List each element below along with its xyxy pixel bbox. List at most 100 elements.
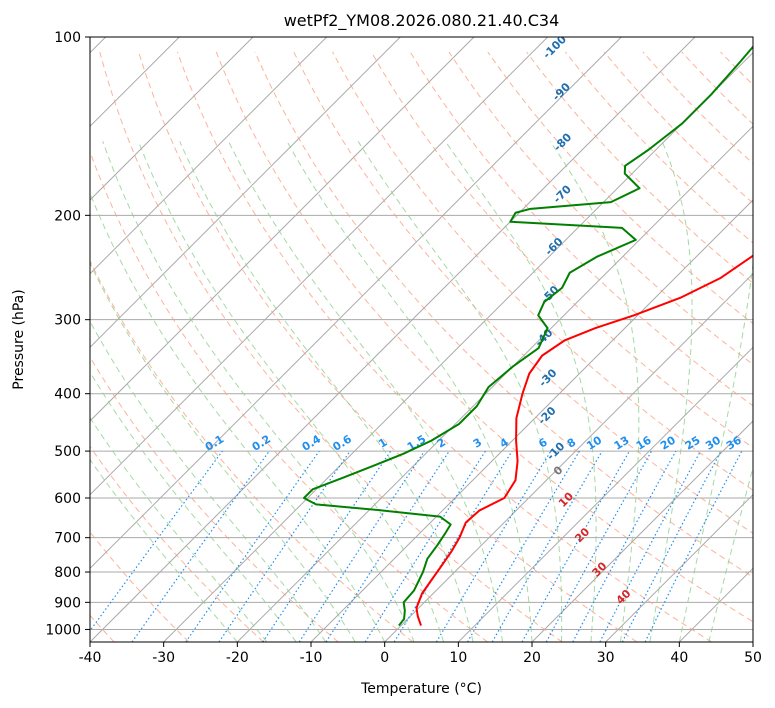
dry-adiabat-line xyxy=(215,51,753,623)
y-axis-title: Pressure (hPa) xyxy=(11,289,27,389)
mixing-ratio-line xyxy=(545,450,653,642)
chart-title: wetPf2_YM08.2026.080.21.40.C34 xyxy=(284,11,560,31)
y-tick-label: 200 xyxy=(54,208,81,224)
dry-adiabat-line xyxy=(370,51,753,449)
moist-adiabat-line xyxy=(90,320,327,642)
mixing-ratio-line xyxy=(325,450,450,642)
dry-adiabat-line xyxy=(642,51,753,165)
wet-bulb-label: -80 xyxy=(551,130,574,153)
mixing-ratio-line xyxy=(262,450,392,642)
mixing-ratio-line xyxy=(364,450,486,642)
dry-adiabat-line xyxy=(90,259,414,642)
mixing-ratio-line xyxy=(572,450,677,642)
dry-adiabat-line xyxy=(759,52,775,642)
mixing-ratio-label: 10 xyxy=(584,433,604,452)
moist-adiabat-line xyxy=(179,141,474,642)
moist-adiabat-line xyxy=(137,141,445,642)
mixing-ratio-line xyxy=(521,450,631,642)
dry-adiabat-line xyxy=(90,150,488,642)
dry-adiabat-line xyxy=(603,51,753,204)
mixing-ratio-label: 6 xyxy=(536,435,550,450)
moist-adiabat-line xyxy=(549,141,640,642)
y-tick-label: 500 xyxy=(54,444,81,460)
background-lines xyxy=(90,37,775,642)
dry-adiabat-line xyxy=(176,51,712,642)
mixing-ratio-line xyxy=(644,450,743,642)
dry-adiabat-line xyxy=(564,51,753,244)
mixing-ratio-label: 4 xyxy=(497,435,511,450)
moist-adiabat-label: 40 xyxy=(614,587,634,607)
moist-adiabat-line xyxy=(228,141,504,642)
moist-adiabat-label: 10 xyxy=(556,490,576,510)
wet-bulb-label: -60 xyxy=(542,235,565,258)
x-tick-label: 40 xyxy=(670,650,688,666)
moist-adiabat-line xyxy=(90,262,356,642)
isotherm-line xyxy=(457,346,753,642)
mixing-ratio-line xyxy=(185,450,320,642)
mixing-ratio-line xyxy=(90,450,223,632)
isotherm-line xyxy=(90,37,622,570)
wet-bulb-label: -50 xyxy=(538,283,561,306)
mixing-ratio-line xyxy=(131,450,270,642)
isotherm-line xyxy=(531,420,753,642)
mixing-ratio-label: 1 xyxy=(376,436,389,451)
moist-adiabat-line xyxy=(90,191,386,642)
moist-adiabat-label: 20 xyxy=(572,525,592,545)
x-tick-label: 0 xyxy=(380,650,389,666)
isotherm-line xyxy=(90,37,401,349)
y-tick-label: 800 xyxy=(54,565,81,581)
x-tick-label: 10 xyxy=(449,650,467,666)
isotherm-line xyxy=(752,641,753,642)
isotherm-line xyxy=(90,37,475,422)
x-tick-label: -40 xyxy=(79,650,102,666)
mixing-ratio-label: 20 xyxy=(658,433,678,452)
isotherm-line xyxy=(90,37,696,642)
dry-adiabat-line xyxy=(681,51,753,125)
mixing-ratio-line xyxy=(218,450,351,642)
dry-adiabat-line xyxy=(99,51,563,642)
isotherm-line xyxy=(90,37,549,496)
dry-adiabat-line xyxy=(90,531,190,642)
isotherm-line xyxy=(678,567,753,642)
moist-adiabat-line xyxy=(649,141,693,642)
x-tick-label: 30 xyxy=(597,650,615,666)
y-tick-label: 600 xyxy=(54,491,81,507)
wet-bulb-label: -70 xyxy=(551,182,574,205)
dry-adiabat-line xyxy=(448,51,753,366)
mixing-ratio-label: 0.4 xyxy=(300,432,324,454)
mixing-ratio-label: 3 xyxy=(471,436,484,451)
wet-bulb-label: 0 xyxy=(551,463,566,478)
mixing-ratio-label: 25 xyxy=(683,434,703,453)
moist-adiabat-line xyxy=(357,141,563,642)
dry-adiabat-line xyxy=(138,51,638,642)
y-tick-label: 900 xyxy=(54,595,81,611)
dry-adiabat-line xyxy=(90,445,264,642)
wet-bulb-label: -20 xyxy=(535,404,558,427)
moist-adiabat-line xyxy=(90,371,297,642)
mixing-ratio-label: 13 xyxy=(612,434,632,453)
plot-frame xyxy=(89,36,754,643)
x-tick-label: 20 xyxy=(523,650,541,666)
isotherm-line xyxy=(236,125,753,642)
axes: -40 -30 -20 -10 0 10 20 30 40 5010020030040050060… xyxy=(45,30,762,666)
mixing-ratio-line xyxy=(298,450,425,642)
dry-adiabat-line xyxy=(720,51,753,86)
x-tick-label: -30 xyxy=(152,650,175,666)
y-tick-label: 700 xyxy=(54,531,81,547)
dry-adiabat-line xyxy=(332,51,753,491)
temperature-trace xyxy=(415,254,753,626)
profile-traces xyxy=(302,45,753,627)
isotherm-line xyxy=(163,51,753,642)
moist-adiabat-line xyxy=(90,458,238,642)
mixing-ratio-label: 36 xyxy=(724,433,744,452)
y-tick-label: 300 xyxy=(54,313,81,329)
mixing-ratio-line xyxy=(466,450,580,642)
x-axis-title: Temperature (°C) xyxy=(360,681,482,697)
dry-adiabat-line xyxy=(409,51,753,407)
moist-adiabat-line xyxy=(444,141,597,642)
x-tick-label: 50 xyxy=(744,650,762,666)
moist-adiabat-line xyxy=(708,465,753,642)
moist-adiabat-line xyxy=(678,259,753,642)
y-tick-label: 400 xyxy=(54,387,81,403)
